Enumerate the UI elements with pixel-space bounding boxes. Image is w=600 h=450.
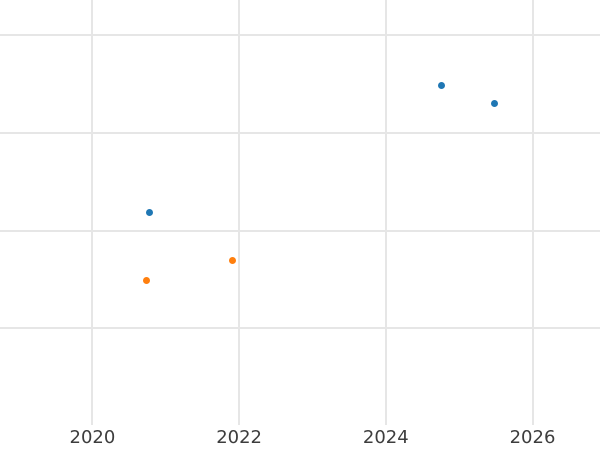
data-point-series-orange [229, 257, 237, 265]
vertical-gridline [531, 0, 534, 425]
x-tick-label: 2020 [69, 427, 116, 448]
data-point-series-blue [146, 208, 154, 216]
horizontal-gridline [0, 229, 600, 232]
x-tick-label: 2024 [362, 427, 409, 448]
vertical-gridline [91, 0, 94, 425]
horizontal-gridline [0, 131, 600, 134]
data-point-series-blue [490, 100, 498, 108]
data-point-series-blue [438, 81, 446, 89]
data-point-series-orange [143, 276, 151, 284]
horizontal-gridline [0, 327, 600, 330]
vertical-gridline [384, 0, 387, 425]
x-tick-label: 2026 [509, 427, 556, 448]
horizontal-gridline [0, 34, 600, 37]
x-tick-label: 2022 [216, 427, 263, 448]
vertical-gridline [238, 0, 241, 425]
